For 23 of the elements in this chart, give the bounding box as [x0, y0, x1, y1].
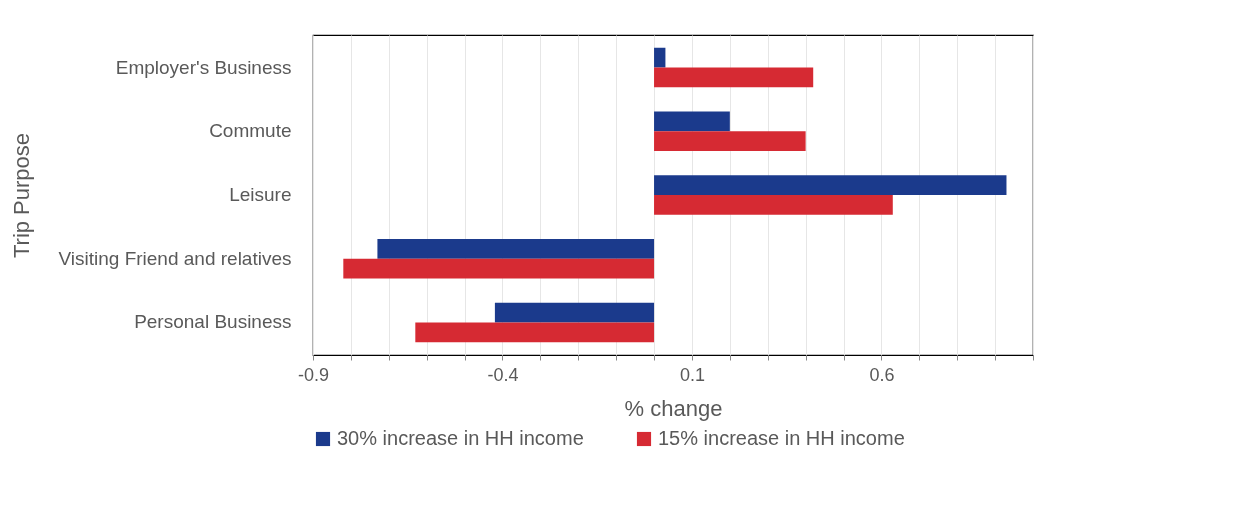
- bar: [415, 322, 655, 343]
- x-tick-label: 0.1: [679, 364, 705, 385]
- legend-label: 30% increase in HH income: [337, 427, 584, 449]
- x-axis-title: % change: [624, 395, 723, 421]
- y-tick-label: Employer's Business: [115, 56, 292, 78]
- bar: [654, 131, 806, 152]
- y-axis-title: Trip Purpose: [8, 132, 34, 259]
- bar: [654, 195, 893, 215]
- y-tick-label: Visiting Friend and relatives: [58, 247, 292, 269]
- y-tick-label: Leisure: [229, 184, 292, 205]
- x-tick-label: 0.6: [869, 364, 895, 385]
- bar: [654, 175, 1007, 195]
- bar: [377, 238, 655, 259]
- y-tick-label: Personal Business: [134, 311, 292, 333]
- bar: [654, 111, 730, 132]
- bar: [494, 302, 655, 323]
- bar: [654, 67, 814, 88]
- y-tick-label: Commute: [209, 120, 292, 142]
- legend-label: 15% increase in HH income: [658, 427, 905, 449]
- x-tick-label: -0.4: [487, 364, 519, 385]
- bar: [343, 258, 655, 279]
- x-tick-label: -0.9: [297, 364, 330, 385]
- bar: [654, 47, 666, 68]
